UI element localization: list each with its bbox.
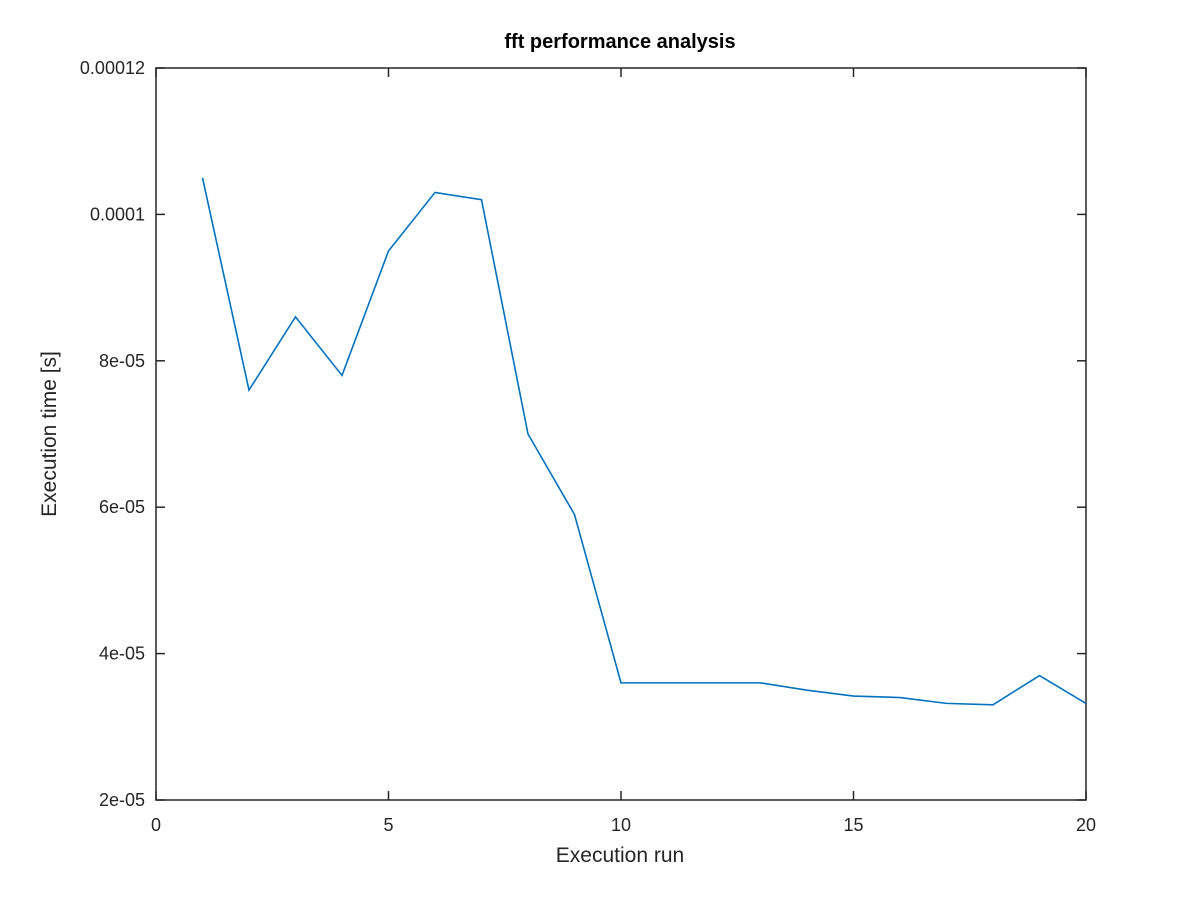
- x-tick-label: 0: [151, 815, 161, 835]
- series-line: [201, 177, 1087, 706]
- y-tick-label: 0.00012: [80, 58, 145, 78]
- x-tick-label: 20: [1076, 815, 1096, 835]
- chart-title: fft performance analysis: [504, 31, 735, 53]
- y-tick-label: 4e-05: [99, 644, 145, 664]
- y-tick-label: 2e-05: [99, 790, 145, 810]
- y-tick-label: 0.0001: [90, 204, 145, 224]
- x-tick-label: 5: [383, 815, 393, 835]
- x-axis-ticks: 0 5 10 15 20: [151, 68, 1096, 835]
- x-tick-label: 10: [611, 815, 631, 835]
- y-tick-label: 6e-05: [99, 497, 145, 517]
- axes-box: [155, 67, 1087, 801]
- series-layer: [201, 177, 1087, 706]
- x-axis-label: Execution run: [556, 844, 684, 867]
- plot-area: [155, 67, 1087, 801]
- y-axis-ticks: 2e-05 4e-05 6e-05 8e-05 0.0001 0.00012: [80, 58, 1086, 810]
- y-tick-label: 8e-05: [99, 351, 145, 371]
- y-axis-label: Execution time [s]: [38, 351, 61, 517]
- x-tick-label: 15: [843, 815, 863, 835]
